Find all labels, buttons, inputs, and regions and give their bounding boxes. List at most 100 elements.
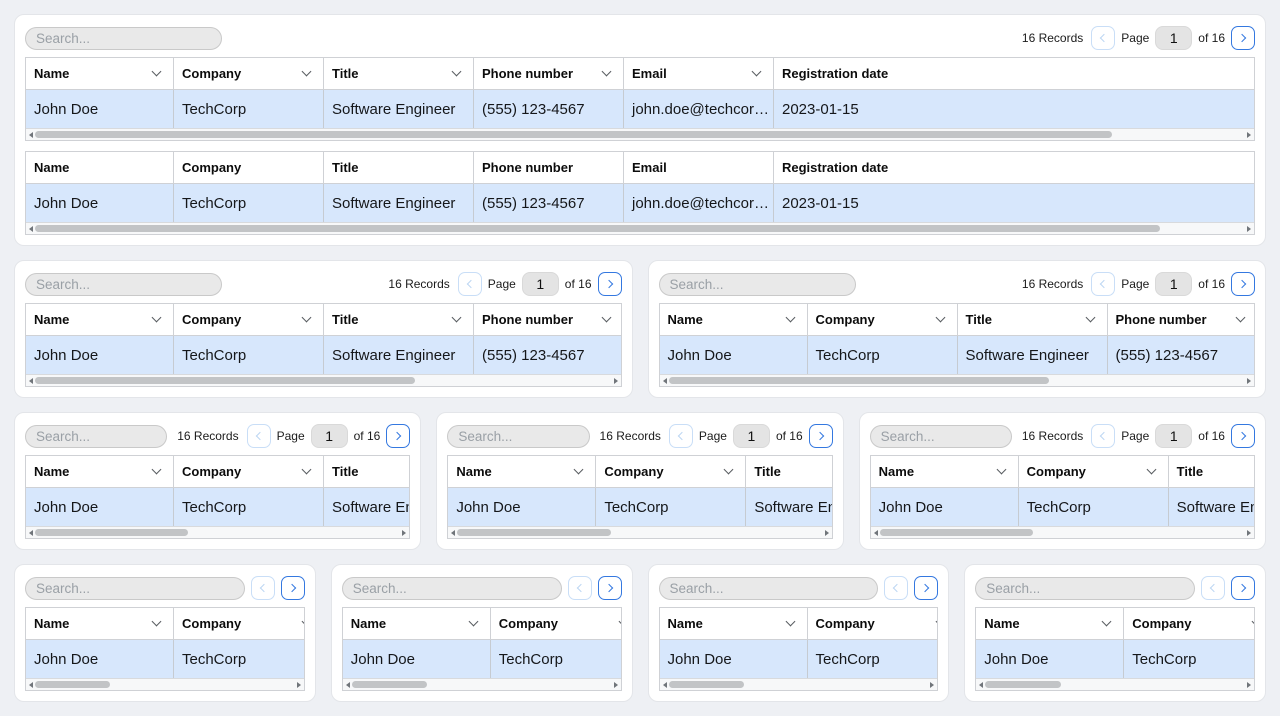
triangle-left-icon[interactable]: [663, 378, 667, 384]
search-input[interactable]: [975, 577, 1195, 600]
table-row[interactable]: John DoeTechCorpSoftware Engineer(555) 1…: [26, 184, 1255, 223]
horizontal-scrollbar[interactable]: [26, 375, 621, 386]
prev-page-button[interactable]: [568, 576, 592, 600]
next-page-button[interactable]: [1231, 424, 1255, 448]
triangle-left-icon[interactable]: [29, 378, 33, 384]
column-header-company[interactable]: Company: [808, 304, 958, 335]
column-header-name[interactable]: Name: [976, 608, 1124, 639]
horizontal-scrollbar[interactable]: [26, 129, 1254, 140]
triangle-left-icon[interactable]: [979, 682, 983, 688]
search-input[interactable]: [25, 273, 222, 296]
column-header-title[interactable]: Title: [324, 58, 474, 89]
triangle-right-icon[interactable]: [1247, 132, 1251, 138]
column-header-company[interactable]: Company: [1019, 456, 1169, 487]
scrollbar-track[interactable]: [35, 681, 295, 688]
column-header-name[interactable]: Name: [26, 608, 174, 639]
scrollbar-thumb[interactable]: [880, 529, 1033, 536]
next-page-button[interactable]: [281, 576, 305, 600]
scrollbar-thumb[interactable]: [457, 529, 610, 536]
prev-page-button[interactable]: [251, 576, 275, 600]
scrollbar-track[interactable]: [35, 131, 1245, 138]
page-number-input[interactable]: [1155, 272, 1192, 296]
horizontal-scrollbar[interactable]: [26, 679, 304, 690]
column-header-name[interactable]: Name: [660, 304, 808, 335]
prev-page-button[interactable]: [247, 424, 271, 448]
table-row[interactable]: John DoeTechCorpSoftware Engineer(555) 1…: [343, 640, 622, 679]
scrollbar-thumb[interactable]: [35, 225, 1160, 232]
search-input[interactable]: [25, 425, 167, 448]
column-header-email[interactable]: Email: [624, 58, 774, 89]
column-header-company[interactable]: Company: [174, 58, 324, 89]
column-header-phone-number[interactable]: Phone number: [474, 304, 622, 335]
next-page-button[interactable]: [1231, 576, 1255, 600]
scrollbar-thumb[interactable]: [35, 529, 188, 536]
column-header-name[interactable]: Name: [448, 456, 596, 487]
triangle-right-icon[interactable]: [1247, 530, 1251, 536]
search-input[interactable]: [659, 577, 879, 600]
search-input[interactable]: [447, 425, 589, 448]
scrollbar-thumb[interactable]: [985, 681, 1060, 688]
triangle-left-icon[interactable]: [29, 132, 33, 138]
search-input[interactable]: [25, 27, 222, 50]
table-row[interactable]: John DoeTechCorpSoftware Engineer(555) 1…: [660, 336, 1256, 375]
scrollbar-track[interactable]: [352, 681, 612, 688]
column-header-company[interactable]: Company: [491, 608, 622, 639]
horizontal-scrollbar[interactable]: [448, 527, 831, 538]
triangle-left-icon[interactable]: [29, 530, 33, 536]
triangle-left-icon[interactable]: [29, 682, 33, 688]
column-header-name[interactable]: Name: [343, 608, 491, 639]
column-header-title[interactable]: Title: [324, 304, 474, 335]
scrollbar-track[interactable]: [985, 681, 1245, 688]
horizontal-scrollbar[interactable]: [660, 679, 938, 690]
triangle-right-icon[interactable]: [614, 682, 618, 688]
table-row[interactable]: John DoeTechCorpSoftware Engineer(555) 1…: [26, 640, 305, 679]
triangle-right-icon[interactable]: [825, 530, 829, 536]
page-number-input[interactable]: [1155, 26, 1192, 50]
column-header-name[interactable]: Name: [26, 58, 174, 89]
page-number-input[interactable]: [1155, 424, 1192, 448]
column-header-name[interactable]: Name: [26, 304, 174, 335]
prev-page-button[interactable]: [1201, 576, 1225, 600]
column-header-name[interactable]: Name: [871, 456, 1019, 487]
column-header-phone-number[interactable]: Phone number: [1108, 304, 1256, 335]
prev-page-button[interactable]: [1091, 424, 1115, 448]
triangle-right-icon[interactable]: [1247, 226, 1251, 232]
triangle-right-icon[interactable]: [297, 682, 301, 688]
column-header-company[interactable]: Company: [596, 456, 746, 487]
prev-page-button[interactable]: [669, 424, 693, 448]
column-header-title[interactable]: Title: [324, 456, 410, 487]
scrollbar-track[interactable]: [35, 225, 1245, 232]
table-row[interactable]: John DoeTechCorpSoftware Engineer(555) 1…: [871, 488, 1255, 527]
triangle-left-icon[interactable]: [451, 530, 455, 536]
table-row[interactable]: John DoeTechCorpSoftware Engineer(555) 1…: [448, 488, 832, 527]
column-header-company[interactable]: Company: [808, 608, 939, 639]
next-page-button[interactable]: [914, 576, 938, 600]
page-number-input[interactable]: [311, 424, 348, 448]
table-row[interactable]: John DoeTechCorpSoftware Engineer(555) 1…: [660, 640, 939, 679]
horizontal-scrollbar[interactable]: [976, 679, 1254, 690]
prev-page-button[interactable]: [458, 272, 482, 296]
table-row[interactable]: John DoeTechCorpSoftware Engineer(555) 1…: [26, 336, 622, 375]
scrollbar-track[interactable]: [35, 377, 612, 384]
search-input[interactable]: [342, 577, 562, 600]
horizontal-scrollbar[interactable]: [660, 375, 1255, 386]
table-row[interactable]: John DoeTechCorpSoftware Engineer(555) 1…: [976, 640, 1255, 679]
column-header-company[interactable]: Company: [174, 456, 324, 487]
scrollbar-track[interactable]: [35, 529, 400, 536]
scrollbar-track[interactable]: [669, 681, 929, 688]
next-page-button[interactable]: [598, 272, 622, 296]
search-input[interactable]: [659, 273, 856, 296]
triangle-right-icon[interactable]: [930, 682, 934, 688]
scrollbar-thumb[interactable]: [35, 377, 415, 384]
column-header-company[interactable]: Company: [1124, 608, 1255, 639]
triangle-left-icon[interactable]: [346, 682, 350, 688]
column-header-name[interactable]: Name: [26, 456, 174, 487]
column-header-title[interactable]: Title: [746, 456, 832, 487]
scrollbar-thumb[interactable]: [352, 681, 427, 688]
column-header-company[interactable]: Company: [174, 608, 305, 639]
scrollbar-thumb[interactable]: [35, 131, 1112, 138]
horizontal-scrollbar[interactable]: [26, 527, 409, 538]
scrollbar-track[interactable]: [457, 529, 822, 536]
triangle-left-icon[interactable]: [663, 682, 667, 688]
table-row[interactable]: John DoeTechCorpSoftware Engineer(555) 1…: [26, 90, 1255, 129]
